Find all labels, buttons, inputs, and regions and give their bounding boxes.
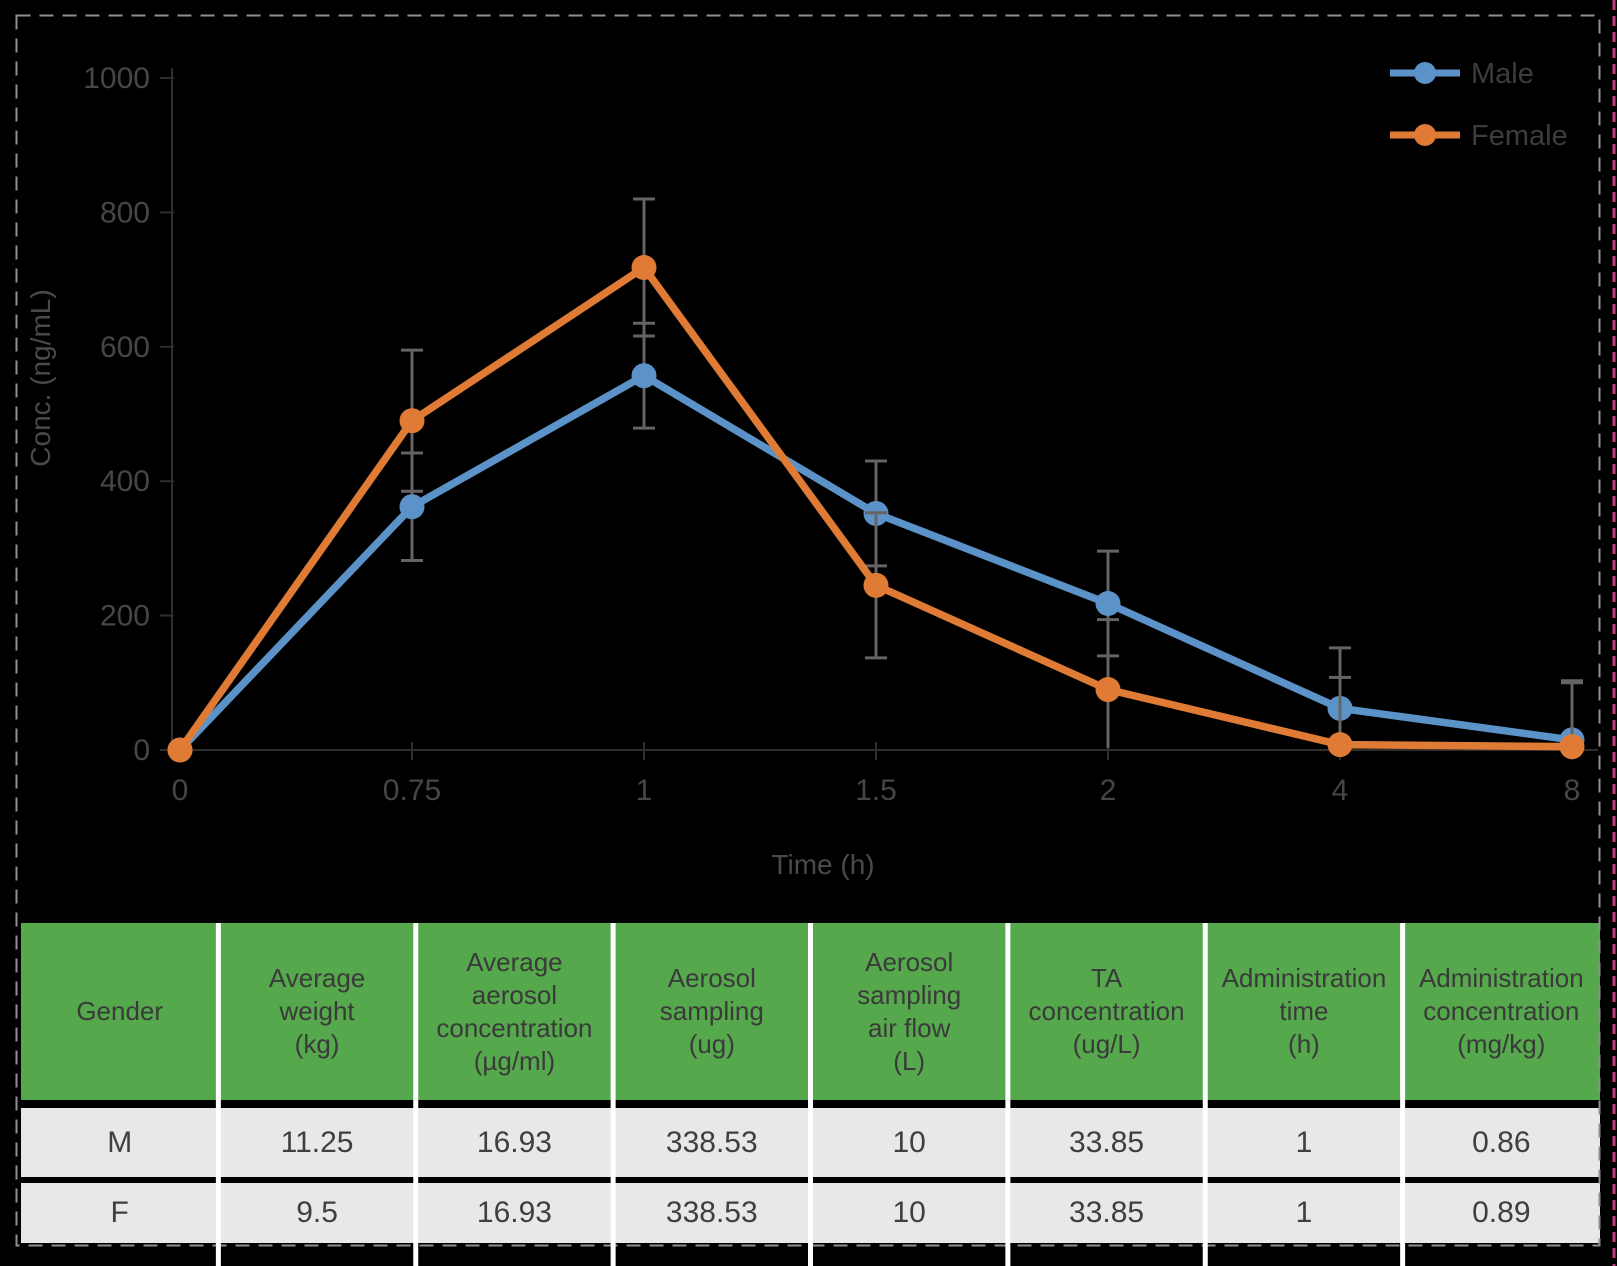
table-cell: M — [21, 1108, 219, 1177]
y-axis-title: Conc. (ng/mL) — [25, 289, 56, 466]
y-tick-label: 400 — [100, 465, 150, 498]
female-marker — [631, 255, 657, 281]
header-line: (mg/kg) — [1457, 1029, 1546, 1059]
x-tick-label: 1.5 — [855, 774, 897, 807]
y-tick-label: 600 — [100, 331, 150, 364]
y-tick-label: 200 — [100, 600, 150, 633]
y-tick-label: 800 — [100, 196, 150, 229]
x-tick-label: 4 — [1332, 774, 1349, 807]
header-line: Gender — [76, 996, 164, 1026]
legend-marker-swatch — [1414, 62, 1436, 84]
header-line: (h) — [1288, 1029, 1320, 1059]
header-line: TA — [1090, 963, 1123, 993]
table-cell: 338.53 — [613, 1183, 811, 1243]
header-line: Average — [466, 946, 563, 977]
header-line: concentration — [1423, 996, 1580, 1026]
x-tick-label: 2 — [1100, 774, 1117, 807]
header-line: aerosol — [471, 979, 558, 1010]
legend-label: Male — [1471, 58, 1534, 90]
table-header-row: Gender Average weight (kg) Average aerosol con… — [21, 923, 1600, 1100]
header-line: time — [1279, 996, 1329, 1026]
header-line: (ug) — [688, 1029, 735, 1059]
female-marker — [399, 408, 425, 434]
header-line: Aerosol — [667, 963, 756, 993]
y-tick-label: 1000 — [83, 62, 150, 95]
female-marker — [1559, 734, 1585, 760]
table-cell: 0.89 — [1402, 1183, 1600, 1243]
table-header-cell: Average weight (kg) — [218, 923, 416, 1100]
female-marker — [863, 572, 889, 598]
x-tick-label: 0.75 — [383, 774, 441, 807]
male-marker — [631, 363, 657, 389]
header-line: Administration — [1418, 963, 1584, 993]
header-line: weight — [279, 996, 355, 1026]
table-cell: 0.86 — [1402, 1108, 1600, 1177]
header-line: (L) — [893, 1045, 926, 1076]
table-cell: 1 — [1205, 1108, 1403, 1177]
table-cell: 16.93 — [415, 1108, 614, 1177]
header-line: Aerosol — [865, 946, 954, 977]
header-line: sampling — [857, 979, 962, 1010]
table-header-cell: Gender — [21, 923, 219, 1100]
header-line: concentration — [1028, 996, 1185, 1026]
header-line: air flow — [868, 1012, 951, 1043]
header-line: (kg) — [294, 1029, 340, 1059]
header-line: concentration — [436, 1012, 593, 1043]
table-header-cell: Average aerosol concentration (µg/ml) — [415, 923, 614, 1100]
legend-item-female: Female — [1390, 120, 1568, 152]
female-marker — [1095, 677, 1121, 703]
male-marker — [399, 494, 425, 520]
header-line: (µg/ml) — [473, 1045, 556, 1076]
legend-item-male: Male — [1390, 58, 1534, 90]
table-header-cell: Aerosol sampling (ug) — [613, 923, 811, 1100]
female-marker — [1327, 732, 1353, 758]
table-header-cell: Administration concentration (mg/kg) — [1402, 923, 1600, 1100]
table-cell: 338.53 — [613, 1108, 811, 1177]
table-cell: 10 — [810, 1183, 1008, 1243]
table-header-cell: TA concentration (ug/L) — [1007, 923, 1206, 1100]
header-line: Average — [268, 963, 366, 993]
legend-label: Female — [1471, 120, 1568, 152]
table-cell: 33.85 — [1007, 1183, 1206, 1243]
table-header-cell: Administration time (h) — [1205, 923, 1403, 1100]
concentration-time-chart: 0 200 400 600 800 1000 0 0.75 1 1.5 2 4 8 Time (h) Con… — [25, 58, 1598, 880]
table-cell: 16.93 — [415, 1183, 614, 1243]
female-marker — [167, 737, 193, 763]
x-tick-label: 0 — [172, 774, 189, 807]
header-line: Administration — [1221, 963, 1387, 993]
table-header-cell: Aerosol sampling air flow (L) — [810, 923, 1008, 1100]
table-cell: 33.85 — [1007, 1108, 1206, 1177]
table-cell: 11.25 — [218, 1108, 416, 1177]
table-row: F 9.5 16.93 338.53 10 33.85 1 0.89 — [21, 1183, 1600, 1243]
y-tick-label: 0 — [133, 734, 150, 767]
summary-table: Gender Average weight (kg) Average aerosol con… — [21, 923, 1600, 1243]
table-cell: 9.5 — [218, 1183, 416, 1243]
x-tick-label: 8 — [1564, 774, 1581, 807]
male-marker — [1095, 591, 1121, 617]
table-cell: 10 — [810, 1108, 1008, 1177]
x-axis-title: Time (h) — [771, 849, 874, 880]
header-line: sampling — [659, 996, 764, 1026]
table-cell: F — [21, 1183, 219, 1243]
table-cell: 1 — [1205, 1183, 1403, 1243]
header-line: (ug/L) — [1072, 1029, 1141, 1059]
legend-marker-swatch — [1414, 124, 1436, 146]
table-row: M 11.25 16.93 338.53 10 33.85 1 0.86 — [21, 1108, 1600, 1177]
x-tick-label: 1 — [636, 774, 653, 807]
